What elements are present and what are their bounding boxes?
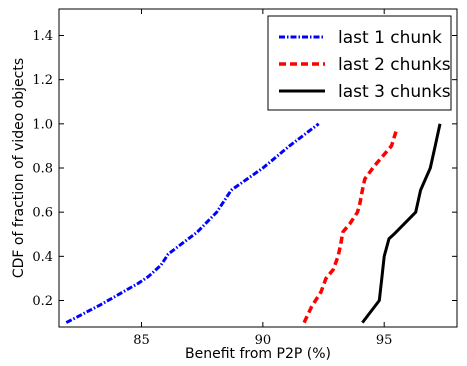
y-tick-label: 0.8: [32, 162, 53, 177]
series-line-2: [302, 129, 398, 324]
legend-box: [267, 15, 452, 111]
legend: last 1 chunk last 2 chunks last 3 chunks: [267, 15, 452, 111]
x-tick-label: 85: [133, 333, 150, 348]
y-tick-label: 0.2: [32, 294, 53, 309]
y-tick-label: 1.4: [32, 29, 53, 44]
legend-label-1: last 1 chunk: [338, 28, 442, 48]
legend-label-2: last 2 chunks: [338, 55, 451, 75]
legend-label-3: last 3 chunks: [338, 82, 451, 102]
x-axis-label: Benefit from P2P (%): [185, 346, 331, 362]
x-tick-label: 90: [255, 333, 272, 348]
series-line-3: [361, 123, 442, 324]
legend-items: last 1 chunk last 2 chunks last 3 chunks: [279, 28, 451, 102]
y-tick-label: 1.2: [32, 73, 53, 88]
x-tick-label: 95: [376, 333, 393, 348]
y-tick-label: 0.4: [32, 250, 53, 265]
series-layer: [65, 122, 442, 324]
series-line-1: [65, 122, 320, 324]
y-axis-label: CDF of fraction of video objects: [11, 58, 27, 278]
ticks-layer: 85 90 95 0.2 0.4 0.6 0.8 1.0 1.2 1.4: [32, 9, 457, 348]
y-tick-label: 0.6: [32, 206, 53, 221]
y-tick-label: 1.0: [32, 117, 53, 132]
